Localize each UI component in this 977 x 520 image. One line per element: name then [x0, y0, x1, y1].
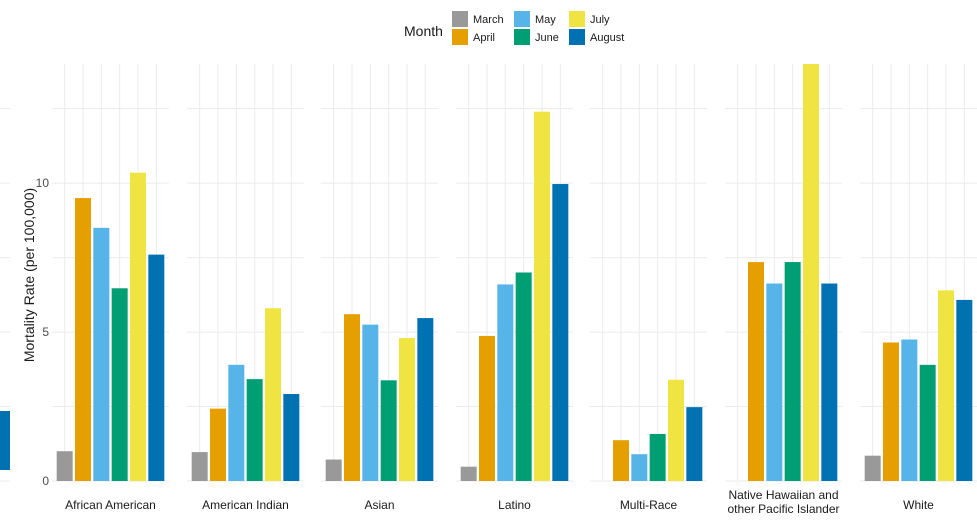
bar-august	[821, 283, 838, 481]
legend-label: March	[473, 14, 504, 26]
bar-august	[148, 254, 165, 481]
bar-august	[686, 407, 703, 481]
bar-july	[398, 338, 415, 481]
category-label: Multi-Race	[620, 498, 678, 512]
bar-july	[129, 172, 146, 482]
legend-swatch-may	[514, 11, 530, 27]
bar-august	[552, 184, 569, 481]
category-label: African American	[65, 498, 156, 512]
legend-label: July	[590, 14, 610, 26]
bar-april	[344, 314, 361, 481]
legend-label: August	[590, 32, 624, 44]
legend-label: June	[535, 32, 559, 44]
legend-swatch-july	[569, 11, 585, 27]
bar-june	[784, 262, 801, 481]
bar-april	[613, 440, 630, 481]
bar-may	[93, 227, 110, 481]
legend-swatch-march	[452, 11, 468, 27]
bar-march	[864, 455, 881, 481]
bar-march	[460, 466, 477, 481]
bar-april	[479, 335, 496, 481]
category-labels: African American American Indian Asian Lati…	[65, 488, 934, 516]
bar-march	[56, 451, 73, 481]
bar-april	[210, 408, 227, 481]
y-tick-label: 10	[36, 176, 50, 190]
legend-label: April	[473, 32, 495, 44]
bar-march	[325, 459, 342, 481]
bar-may	[766, 283, 783, 481]
bar-may	[497, 284, 514, 481]
clipped-legend-swatch	[0, 411, 10, 470]
bar-july	[802, 64, 819, 481]
bar-may	[631, 454, 648, 481]
bar-june	[380, 380, 397, 481]
bar-march	[191, 452, 208, 481]
category-label: White	[903, 498, 934, 512]
bar-july	[264, 308, 281, 481]
bar-august	[283, 394, 300, 481]
category-label: Native Hawaiian and	[728, 488, 838, 502]
bar-july	[667, 379, 684, 481]
category-label: other Pacific Islander	[727, 502, 839, 516]
legend-swatch-april	[452, 29, 468, 45]
bar-april	[75, 198, 92, 482]
legend-label: May	[535, 14, 556, 26]
bar-july	[533, 111, 550, 482]
category-label: American Indian	[202, 498, 289, 512]
legend-title: Month	[404, 23, 443, 39]
legend-swatch-june	[514, 29, 530, 45]
bar-may	[901, 339, 918, 481]
y-axis-label: Mortality Rate (per 100,000)	[21, 188, 37, 362]
legend: Month March April May June July August	[404, 11, 624, 45]
bar-august	[956, 299, 973, 481]
category-label: Latino	[498, 498, 531, 512]
bar-may	[362, 324, 379, 481]
bar-june	[246, 379, 263, 481]
bar-april	[748, 262, 765, 481]
category-label: Asian	[364, 498, 394, 512]
bars	[56, 64, 973, 482]
bar-june	[515, 272, 532, 481]
bar-june	[649, 433, 666, 481]
bar-july	[937, 290, 954, 481]
y-axis: 0 5 10	[36, 176, 50, 488]
bar-august	[417, 318, 434, 481]
bar-june	[919, 364, 936, 481]
bar-april	[883, 342, 900, 481]
bar-june	[111, 288, 128, 481]
bar-may	[228, 364, 245, 481]
legend-swatch-august	[569, 29, 585, 45]
y-tick-label: 5	[42, 325, 49, 339]
y-tick-label: 0	[42, 474, 49, 488]
